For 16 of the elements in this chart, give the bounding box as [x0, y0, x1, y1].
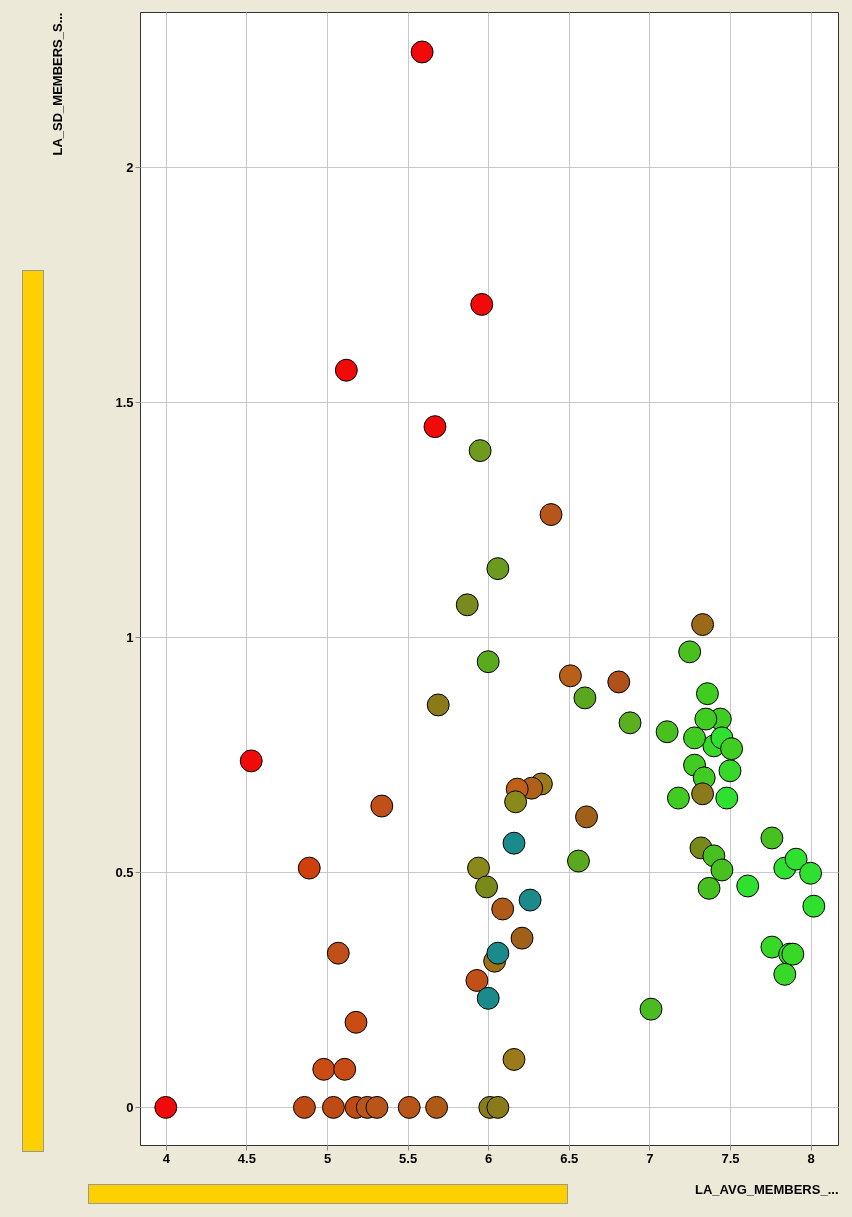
y-tick-label: 2 [126, 159, 134, 175]
y-axis-title: LA_SD_MEMBERS_S... [50, 12, 66, 156]
y-tick-label: 1.5 [115, 394, 134, 410]
y-tick-label: 0 [126, 1099, 134, 1115]
x-tick-label: 4.5 [237, 1150, 256, 1166]
x-tick-label: 6 [485, 1150, 493, 1166]
y-tick-label: 0.5 [115, 864, 134, 880]
x-axis-title: LA_AVG_MEMBERS_... [694, 1181, 839, 1197]
x-tick-label: 5 [323, 1150, 332, 1166]
x-tick-label: 7 [646, 1150, 654, 1166]
y-tick-label: 1 [126, 629, 134, 645]
x-tick-label: 8 [807, 1150, 815, 1166]
x-tick-label: 6.5 [560, 1150, 579, 1166]
x-tick-label: 7.5 [721, 1150, 740, 1166]
x-tick-label: 5.5 [399, 1150, 418, 1166]
x-tick-label: 4 [162, 1150, 171, 1166]
